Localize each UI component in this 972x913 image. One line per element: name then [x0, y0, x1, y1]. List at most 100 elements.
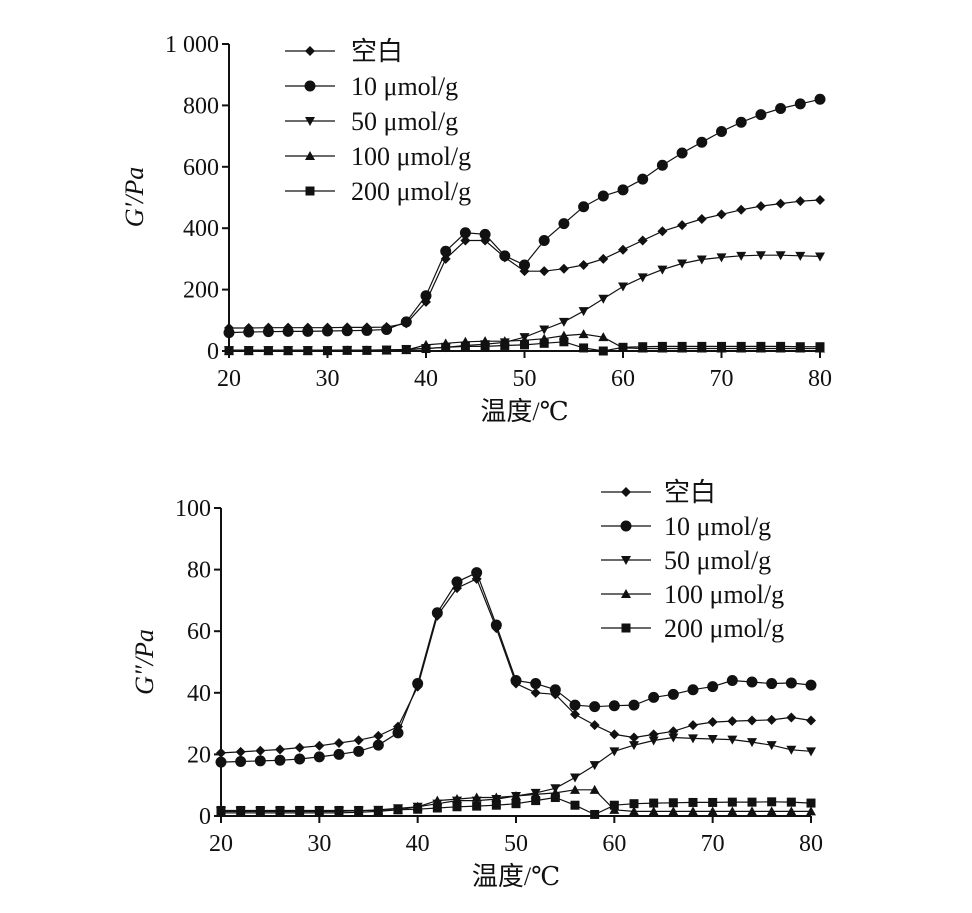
data-point-circle — [420, 290, 432, 302]
series-line-1 — [228, 98, 821, 334]
data-point-triangle-down — [558, 317, 569, 327]
data-point-square — [520, 340, 529, 350]
data-point-square — [559, 337, 569, 347]
data-point-circle — [549, 684, 561, 696]
data-point-diamond — [716, 209, 727, 220]
data-point-triangle-up — [578, 329, 589, 339]
data-point-circle — [538, 234, 550, 246]
y-tick-label: 1 000 — [165, 32, 219, 58]
data-point-square — [342, 345, 352, 355]
series-4 — [216, 793, 816, 819]
legend-label: 10 μmol/g — [664, 512, 771, 541]
data-point-circle — [274, 754, 286, 766]
data-point-triangle-down — [609, 747, 620, 757]
legend-label: 100 μmol/g — [664, 580, 784, 609]
legend-label: 200 μmol/g — [351, 177, 471, 206]
data-point-square — [432, 803, 442, 813]
legend-marker-triangle-up — [621, 589, 631, 598]
data-point-triangle-down — [677, 259, 688, 269]
data-point-circle — [648, 691, 660, 703]
data-point-square — [275, 805, 285, 815]
data-point-triangle-up — [471, 792, 482, 802]
data-point-diamond — [460, 235, 471, 246]
y-axis-title: G′/Pa — [120, 167, 149, 228]
x-tick-label: 60 — [611, 366, 635, 392]
data-point-square — [283, 346, 293, 356]
data-point-circle — [558, 218, 570, 230]
data-point-triangle-up — [688, 806, 698, 816]
data-point-circle — [617, 184, 629, 196]
x-tick-label: 30 — [307, 831, 331, 857]
data-point-circle — [471, 567, 483, 579]
data-point-triangle-up — [511, 790, 521, 800]
legend-marker-diamond — [305, 46, 315, 56]
data-point-triangle-down — [806, 747, 816, 757]
x-tick-label: 50 — [504, 831, 528, 857]
data-point-circle — [637, 173, 649, 185]
data-point-triangle-up — [806, 806, 816, 816]
data-point-triangle-down — [775, 251, 786, 261]
data-point-circle — [282, 325, 294, 337]
y-tick-label: 40 — [187, 681, 211, 707]
legend-marker-triangle-down — [621, 556, 631, 565]
data-point-square — [717, 341, 726, 351]
y-tick-label: 400 — [183, 216, 219, 242]
data-point-circle — [361, 324, 373, 336]
data-point-triangle-up — [570, 784, 580, 794]
data-point-circle — [656, 159, 668, 171]
data-point-circle — [215, 756, 227, 768]
data-point-triangle-up — [747, 806, 757, 816]
data-point-circle — [262, 326, 274, 338]
data-point-circle — [294, 753, 306, 765]
data-point-circle — [628, 699, 640, 711]
x-tick-label: 80 — [799, 831, 823, 857]
data-point-circle — [254, 755, 266, 767]
data-point-circle — [372, 739, 384, 751]
data-point-circle — [676, 147, 688, 159]
data-point-circle — [459, 227, 471, 239]
data-point-diamond — [727, 716, 738, 727]
data-point-diamond — [570, 709, 580, 720]
y-tick-label: 20 — [187, 742, 211, 768]
data-point-circle — [490, 619, 502, 631]
y-tick-label: 600 — [183, 155, 219, 181]
legend-marker-triangle-down — [305, 117, 315, 126]
data-point-circle — [381, 324, 393, 336]
legend-marker-square — [621, 623, 631, 633]
data-point-triangle-down — [629, 741, 639, 751]
data-point-square — [373, 805, 383, 815]
data-point-diamond — [216, 747, 226, 758]
data-point-diamond — [736, 204, 747, 215]
data-point-diamond — [657, 226, 668, 237]
x-tick-label: 60 — [602, 831, 626, 857]
data-point-diamond — [677, 220, 688, 231]
data-point-square — [452, 802, 462, 812]
y-tick-label: 60 — [187, 619, 211, 645]
data-point-square — [244, 346, 254, 356]
data-point-diamond — [589, 720, 600, 731]
data-point-circle — [440, 245, 452, 257]
data-point-square — [263, 346, 273, 356]
data-point-circle — [243, 326, 255, 338]
data-point-diamond — [766, 714, 777, 725]
data-point-triangle-down — [657, 265, 668, 275]
x-tick-label: 80 — [808, 366, 832, 392]
data-point-circle — [223, 327, 235, 339]
data-point-triangle-down — [707, 735, 718, 744]
data-point-square — [354, 805, 364, 815]
data-point-diamond — [530, 687, 541, 698]
data-point-square — [570, 800, 580, 810]
data-point-square — [255, 805, 265, 815]
data-point-diamond — [558, 263, 569, 274]
data-point-square — [668, 798, 678, 808]
data-point-diamond — [637, 235, 648, 246]
data-point-diamond — [373, 730, 384, 741]
data-point-square — [688, 797, 698, 807]
data-point-triangle-down — [688, 734, 698, 744]
data-point-triangle-down — [589, 761, 600, 771]
data-point-diamond — [294, 742, 305, 753]
data-point-circle — [589, 701, 601, 713]
data-point-triangle-up — [668, 806, 679, 816]
data-point-square — [649, 798, 659, 808]
data-point-triangle-down — [716, 253, 727, 263]
